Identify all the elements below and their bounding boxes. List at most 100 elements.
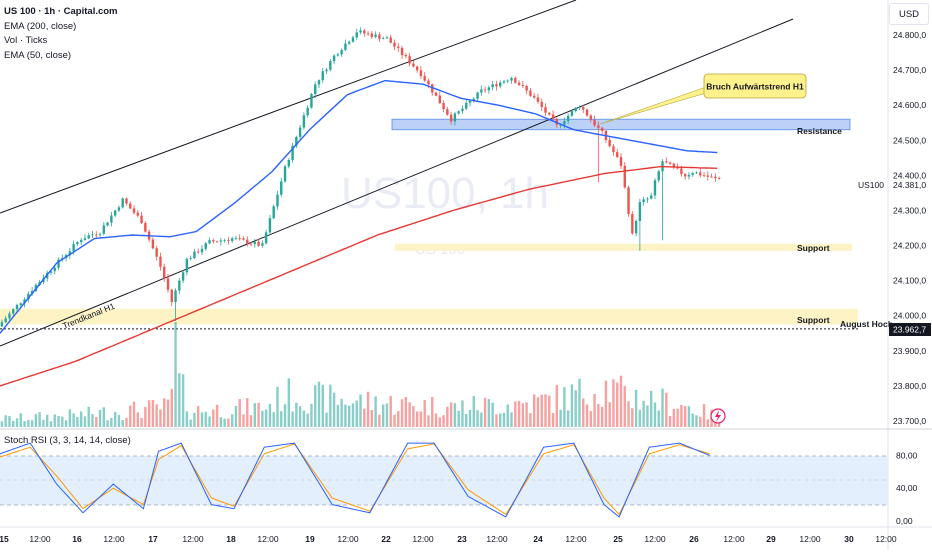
volume-bar — [370, 409, 374, 427]
candle-body — [121, 198, 124, 208]
candle-body — [166, 278, 170, 290]
volume-bar — [525, 402, 528, 427]
volume-bar — [578, 378, 581, 427]
candle-body — [215, 241, 219, 243]
volume-bar — [264, 409, 268, 427]
candle-body — [4, 318, 7, 323]
volume-bar — [680, 404, 683, 427]
volume-bar — [665, 392, 668, 427]
candle-body — [238, 238, 241, 240]
candle-body — [76, 242, 79, 245]
volume-bar — [457, 410, 460, 427]
volume-bar — [144, 406, 147, 427]
volume-bar — [189, 419, 192, 427]
volume-bar — [393, 414, 396, 427]
candle-body — [506, 80, 509, 82]
candle-body — [355, 32, 358, 38]
candle-body — [219, 240, 223, 242]
volume-bar — [204, 411, 207, 427]
candle-body — [427, 80, 430, 85]
candle-body — [487, 87, 491, 91]
candle-body — [125, 198, 128, 204]
currency-button[interactable]: USD — [889, 3, 929, 25]
volume-bar — [110, 417, 113, 427]
volume-bar — [366, 391, 370, 427]
volume-bar — [27, 419, 30, 427]
volume-bar — [261, 410, 264, 427]
candle-body — [19, 303, 22, 305]
candle-body — [434, 92, 438, 96]
indicator-ema200[interactable]: EMA (200, close) — [4, 20, 77, 32]
volume-bar — [517, 400, 521, 427]
volume-bar — [79, 411, 83, 427]
time-tick: 12:00 — [799, 534, 821, 544]
ema50-line[interactable] — [0, 79, 718, 334]
volume-bar — [223, 418, 226, 427]
candle-body — [95, 234, 98, 236]
volume-bar — [185, 411, 189, 427]
candle-body — [680, 168, 683, 175]
indicator-volume[interactable]: Vol · Ticks — [4, 35, 48, 46]
candle-body — [208, 240, 211, 244]
volume-bar — [487, 399, 491, 427]
candle-body — [12, 309, 15, 314]
time-tick: 19 — [305, 534, 315, 544]
rsi-title[interactable]: Stoch RSI (3, 3, 14, 14, close) — [4, 435, 131, 446]
time-axis[interactable]: 15 12:00 16 12:00 17 12:00 18 12:00 19 12:00 22 12:… — [0, 534, 897, 544]
indicator-ema50[interactable]: EMA (50, close) — [4, 49, 72, 61]
volume-bar — [695, 415, 698, 427]
candle-body — [570, 111, 574, 116]
candle-body — [544, 107, 547, 113]
volume-bar — [332, 392, 336, 427]
support-zone-lower[interactable] — [0, 308, 858, 325]
volume-bar — [53, 414, 56, 427]
candle-body — [83, 238, 87, 240]
callout-box[interactable] — [703, 73, 807, 99]
volume-bar — [121, 419, 124, 427]
price-axis[interactable]: 24.800,0 24.700,0 24.600,0 24.500,0 24.400,0… — [893, 30, 926, 426]
symbol-title[interactable]: US 100 · 1h · Capital.com — [4, 6, 118, 17]
candle-body — [597, 125, 600, 128]
support-zone-upper[interactable] — [395, 243, 852, 251]
volume-bar — [113, 411, 117, 427]
volume-bar — [706, 419, 710, 427]
chart-legend: US 100 · 1h · Capital.com EMA (200, clos… — [4, 5, 118, 63]
volume-bar — [514, 401, 517, 427]
candle-body — [283, 166, 287, 182]
price-tick: 23.800,0 — [893, 381, 926, 391]
volume-bar — [193, 412, 196, 427]
volume-bar — [502, 412, 506, 427]
support-upper-label: Support — [797, 243, 830, 253]
candle-body — [102, 225, 106, 234]
volume-bar — [593, 393, 596, 427]
candle-body — [246, 239, 249, 244]
resistance-zone[interactable] — [391, 118, 851, 131]
channel-lower-line[interactable] — [0, 18, 794, 347]
candle-body — [521, 84, 525, 86]
stoch-d-line[interactable] — [0, 443, 710, 516]
volume-bar — [212, 409, 215, 427]
volume-bar — [359, 394, 362, 427]
candle-body — [336, 54, 340, 56]
ema200-line[interactable] — [0, 165, 718, 387]
candle-body — [15, 304, 19, 310]
volume-bar — [600, 406, 604, 427]
volume-bar — [287, 378, 290, 427]
candle-body — [623, 165, 626, 188]
candle-body — [525, 85, 528, 91]
candle-body — [536, 97, 540, 102]
stoch-k-line[interactable] — [0, 442, 710, 518]
channel-upper-line[interactable] — [0, 0, 577, 214]
volume-bar — [634, 389, 638, 427]
volume-bar — [325, 412, 328, 427]
volume-bar — [295, 402, 298, 427]
candle-body — [374, 34, 377, 37]
volume-bar — [306, 413, 309, 427]
candle-body — [253, 241, 257, 245]
candle-body — [385, 37, 389, 39]
rsi-tick: 40,00 — [896, 483, 918, 493]
candle-body — [332, 55, 336, 62]
rsi-axis: 80,00 40,00 0,00 — [896, 450, 918, 526]
